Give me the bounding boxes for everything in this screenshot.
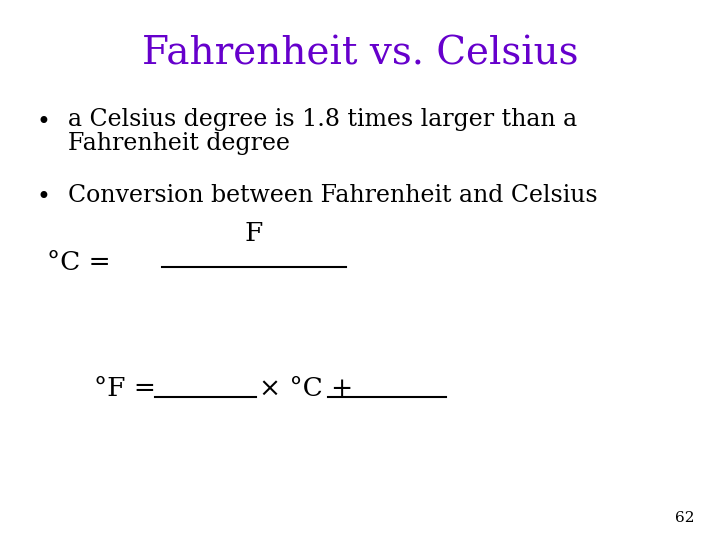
Text: F: F <box>244 221 263 246</box>
Text: °F =: °F = <box>94 376 156 401</box>
Text: Fahrenheit vs. Celsius: Fahrenheit vs. Celsius <box>142 35 578 72</box>
Text: Fahrenheit degree: Fahrenheit degree <box>68 132 290 156</box>
Text: •: • <box>36 186 50 210</box>
Text: 62: 62 <box>675 511 695 525</box>
Text: a Celsius degree is 1.8 times larger than a: a Celsius degree is 1.8 times larger tha… <box>68 108 577 131</box>
Text: •: • <box>36 111 50 134</box>
Text: × °C +: × °C + <box>259 376 354 401</box>
Text: °C =: °C = <box>47 251 110 275</box>
Text: Conversion between Fahrenheit and Celsius: Conversion between Fahrenheit and Celsiu… <box>68 184 598 207</box>
